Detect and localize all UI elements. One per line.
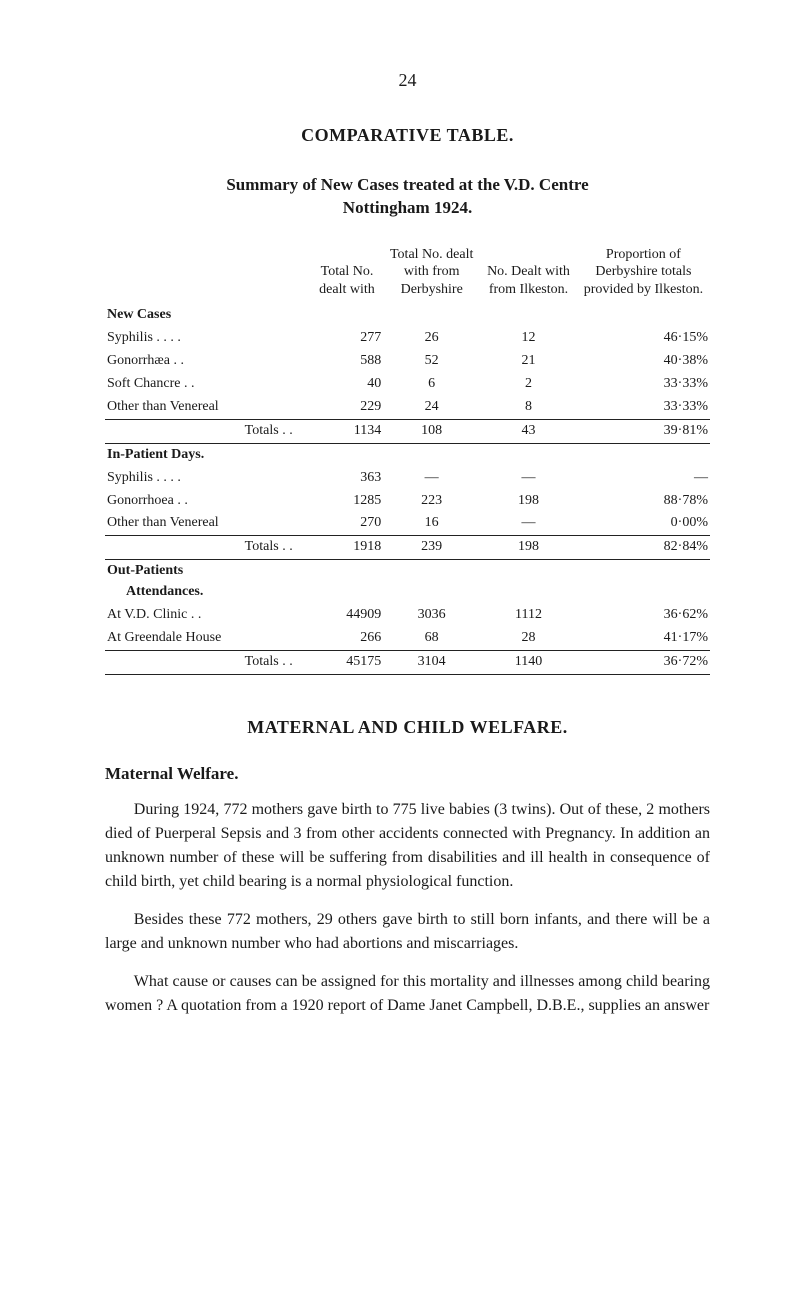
cell: 36·72% bbox=[577, 650, 710, 674]
cell: 2 bbox=[480, 373, 577, 396]
col-header-ilkeston: No. Dealt with from Ilkeston. bbox=[480, 242, 577, 305]
cell: 198 bbox=[480, 536, 577, 560]
cell: 3036 bbox=[383, 604, 480, 627]
table-row: Other than Venereal 229 24 8 33·33% bbox=[105, 396, 710, 419]
page: 24 COMPARATIVE TABLE. Summary of New Cas… bbox=[0, 0, 800, 1316]
cell: 82·84% bbox=[577, 536, 710, 560]
cell: 229 bbox=[311, 396, 384, 419]
cell: 52 bbox=[383, 350, 480, 373]
totals-label: Totals . . bbox=[105, 419, 311, 443]
paragraph: During 1924, 772 mothers gave birth to 7… bbox=[105, 798, 710, 894]
totals-label: Totals . . bbox=[105, 536, 311, 560]
cell: 21 bbox=[480, 350, 577, 373]
cell: 33·33% bbox=[577, 396, 710, 419]
cell: 28 bbox=[480, 627, 577, 650]
row-label: At V.D. Clinic . . bbox=[105, 604, 311, 627]
cell: 45175 bbox=[311, 650, 384, 674]
col-header-blank bbox=[105, 242, 311, 305]
row-label: Syphilis . . . . bbox=[105, 467, 311, 490]
cell: 1140 bbox=[480, 650, 577, 674]
page-number: 24 bbox=[105, 70, 710, 91]
cell: — bbox=[577, 467, 710, 490]
cell: 223 bbox=[383, 490, 480, 513]
totals-row: Totals . . 1918 239 198 82·84% bbox=[105, 536, 710, 560]
cell: 39·81% bbox=[577, 419, 710, 443]
table-row: At Greendale House 266 68 28 41·17% bbox=[105, 627, 710, 650]
cell: 1134 bbox=[311, 419, 384, 443]
row-label: Gonorrhoea . . bbox=[105, 490, 311, 513]
section-title-new-cases: New Cases bbox=[105, 304, 710, 327]
cell: 1918 bbox=[311, 536, 384, 560]
table-row: Soft Chancre . . 40 6 2 33·33% bbox=[105, 373, 710, 396]
totals-label: Totals . . bbox=[105, 650, 311, 674]
cell: — bbox=[480, 512, 577, 535]
cell: 40·38% bbox=[577, 350, 710, 373]
section-title-inpatient: In-Patient Days. bbox=[105, 443, 710, 466]
cell: 41·17% bbox=[577, 627, 710, 650]
row-label: Soft Chancre . . bbox=[105, 373, 311, 396]
cell: 26 bbox=[383, 327, 480, 350]
col-header-derbyshire: Total No. dealt with from Derbyshire bbox=[383, 242, 480, 305]
cell: 40 bbox=[311, 373, 384, 396]
cell: 16 bbox=[383, 512, 480, 535]
col-header-total: Total No. dealt with bbox=[311, 242, 384, 305]
section-subtitle-attendances: Attendances. bbox=[105, 583, 710, 604]
table-row: Gonorrhæa . . 588 52 21 40·38% bbox=[105, 350, 710, 373]
cell: 68 bbox=[383, 627, 480, 650]
cell: 8 bbox=[480, 396, 577, 419]
cell: 36·62% bbox=[577, 604, 710, 627]
table-row: At V.D. Clinic . . 44909 3036 1112 36·62… bbox=[105, 604, 710, 627]
cell: 270 bbox=[311, 512, 384, 535]
paragraph: What cause or causes can be assigned for… bbox=[105, 970, 710, 1018]
side-heading: Maternal Welfare. bbox=[105, 764, 710, 784]
cell: 6 bbox=[383, 373, 480, 396]
cell: 88·78% bbox=[577, 490, 710, 513]
cell: 363 bbox=[311, 467, 384, 490]
main-heading: COMPARATIVE TABLE. bbox=[105, 125, 710, 146]
totals-row: Totals . . 45175 3104 1140 36·72% bbox=[105, 650, 710, 674]
table-row: Gonorrhoea . . 1285 223 198 88·78% bbox=[105, 490, 710, 513]
comparative-table: Total No. dealt with Total No. dealt wit… bbox=[105, 242, 710, 675]
cell: 43 bbox=[480, 419, 577, 443]
cell: 277 bbox=[311, 327, 384, 350]
cell: 588 bbox=[311, 350, 384, 373]
cell: — bbox=[383, 467, 480, 490]
cell: 24 bbox=[383, 396, 480, 419]
row-label: Other than Venereal bbox=[105, 396, 311, 419]
table-row: Syphilis . . . . 363 — — — bbox=[105, 467, 710, 490]
cell: 3104 bbox=[383, 650, 480, 674]
cell: 0·00% bbox=[577, 512, 710, 535]
cell: — bbox=[480, 467, 577, 490]
section-title-outpatients: Out-Patients bbox=[105, 560, 710, 583]
cell: 239 bbox=[383, 536, 480, 560]
totals-row: Totals . . 1134 108 43 39·81% bbox=[105, 419, 710, 443]
row-label: At Greendale House bbox=[105, 627, 311, 650]
subheading-line-2: Nottingham 1924. bbox=[105, 197, 710, 220]
cell: 1285 bbox=[311, 490, 384, 513]
row-label: Gonorrhæa . . bbox=[105, 350, 311, 373]
row-label: Other than Venereal bbox=[105, 512, 311, 535]
cell: 266 bbox=[311, 627, 384, 650]
paragraph: Besides these 772 mothers, 29 others gav… bbox=[105, 908, 710, 956]
cell: 33·33% bbox=[577, 373, 710, 396]
cell: 44909 bbox=[311, 604, 384, 627]
cell: 108 bbox=[383, 419, 480, 443]
cell: 12 bbox=[480, 327, 577, 350]
subheading-line-1: Summary of New Cases treated at the V.D.… bbox=[105, 174, 710, 197]
subheading-block: Summary of New Cases treated at the V.D.… bbox=[105, 174, 710, 220]
col-header-proportion: Proportion of Derbyshire totals provided… bbox=[577, 242, 710, 305]
cell: 46·15% bbox=[577, 327, 710, 350]
row-label: Syphilis . . . . bbox=[105, 327, 311, 350]
body-heading: MATERNAL AND CHILD WELFARE. bbox=[105, 717, 710, 738]
cell: 1112 bbox=[480, 604, 577, 627]
table-row: Syphilis . . . . 277 26 12 46·15% bbox=[105, 327, 710, 350]
cell: 198 bbox=[480, 490, 577, 513]
table-row: Other than Venereal 270 16 — 0·00% bbox=[105, 512, 710, 535]
